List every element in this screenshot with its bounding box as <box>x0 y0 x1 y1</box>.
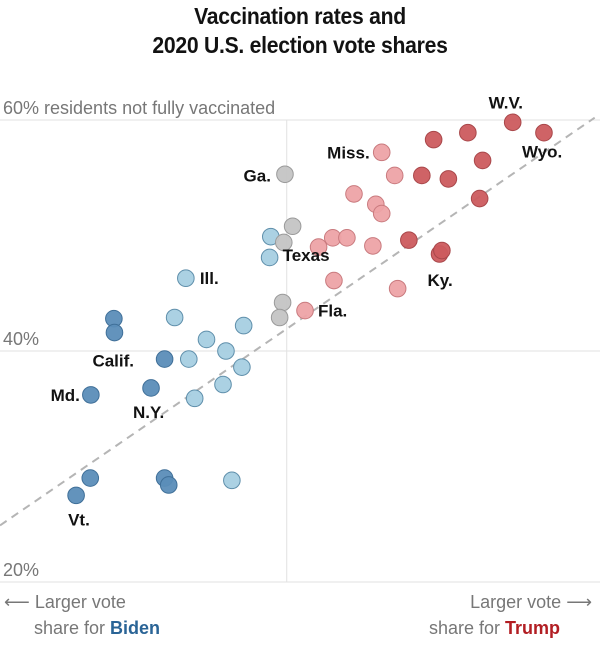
data-point-rep_lean <box>372 143 391 162</box>
chart-title-line1: Vaccination rates and <box>194 3 406 29</box>
data-point-dem_lean <box>217 342 235 360</box>
data-point-dem_strong <box>67 486 85 505</box>
point-label: Md. <box>51 386 80 405</box>
left-note-prefix: share for <box>34 618 111 638</box>
biden-label: Biden <box>110 618 161 638</box>
data-point-dem_lean <box>234 316 253 335</box>
trendline-layer <box>0 116 596 527</box>
data-point-rep_lean <box>385 166 404 185</box>
data-point-swing <box>270 308 289 327</box>
data-point-dem_strong <box>81 469 100 487</box>
chart-title-line2: 2020 U.S. election vote shares <box>152 32 448 58</box>
data-point-swing <box>276 165 294 184</box>
point-label: Wyo. <box>522 143 562 162</box>
right-note-prefix: share for <box>428 618 505 638</box>
data-point-rep_lean <box>309 238 328 256</box>
point-label: Texas <box>283 246 330 265</box>
point-label: Calif. <box>92 352 134 371</box>
data-point-rep_strong <box>439 170 458 188</box>
x-axis-right-note: Larger vote ⟶ share for Trump <box>429 589 592 641</box>
data-point-dem_lean <box>165 308 184 327</box>
data-point-dem_lean <box>179 350 198 368</box>
y-tick-label: 60% residents not fully vaccinated <box>3 98 275 118</box>
point-label: Fla. <box>318 302 347 321</box>
y-tick-label: 40% <box>3 329 39 349</box>
data-point-dem_lean <box>177 269 195 288</box>
data-point-rep_lean <box>296 301 314 320</box>
data-point-rep_strong <box>413 166 431 185</box>
data-point-rep_strong <box>503 113 522 132</box>
data-point-dem_lean <box>223 471 241 490</box>
data-point-dem_strong <box>159 476 178 494</box>
data-point-rep_strong <box>400 231 418 249</box>
data-point-dem_lean <box>233 358 251 376</box>
y-tick-label: 20% <box>3 560 39 580</box>
trump-label: Trump <box>504 618 560 638</box>
right-arrow-icon: ⟶ <box>566 592 592 612</box>
point-label: Miss. <box>327 143 370 162</box>
data-point-dem_lean <box>260 248 279 267</box>
data-point-rep_lean <box>372 204 391 223</box>
point-label: N.Y. <box>133 403 164 422</box>
data-point-rep_lean <box>345 185 363 203</box>
data-point-rep_lean <box>325 271 343 290</box>
data-point-rep_strong <box>433 241 451 260</box>
data-point-dem_strong <box>142 379 160 397</box>
left-note-line1: Larger vote <box>34 592 126 612</box>
point-label: Ga. <box>244 166 271 185</box>
data-point-dem_lean <box>185 389 204 408</box>
chart-title: Vaccination rates and 2020 U.S. election… <box>24 2 576 60</box>
data-point-rep_strong <box>470 189 489 208</box>
data-point-dem_lean <box>197 330 216 349</box>
data-point-rep_strong <box>424 130 443 149</box>
data-point-swing <box>274 233 293 252</box>
left-arrow-icon: ⟵ <box>4 592 30 612</box>
points-layer <box>67 113 553 505</box>
point-label: Ill. <box>200 269 219 288</box>
point-label: Ky. <box>428 271 453 290</box>
right-note-line1: Larger vote <box>470 592 562 612</box>
x-axis-left-note: ⟵ Larger vote share for Biden <box>4 589 160 641</box>
grid-layer: 60% residents not fully vaccinated 40% 20% <box>0 98 600 583</box>
data-point-swing <box>283 217 302 236</box>
data-point-rep_strong <box>535 123 553 142</box>
labels-layer: Vt. Md. Calif. N.Y. Ill. Ga. Fla. Texas Miss. Ky.… <box>51 93 563 529</box>
data-point-dem_strong <box>82 386 100 404</box>
data-point-rep_strong <box>473 151 492 170</box>
data-point-dem_lean <box>214 375 232 394</box>
data-point-rep_strong <box>459 123 477 142</box>
data-point-dem_strong <box>155 350 174 368</box>
data-point-rep_lean <box>388 279 407 298</box>
data-point-rep_lean <box>364 237 382 255</box>
data-point-rep_lean <box>338 229 356 247</box>
data-point-swing <box>273 293 292 312</box>
point-label: W.V. <box>489 93 523 112</box>
point-label: Vt. <box>68 510 90 529</box>
data-point-dem_strong <box>105 323 124 342</box>
trendline <box>0 116 596 527</box>
